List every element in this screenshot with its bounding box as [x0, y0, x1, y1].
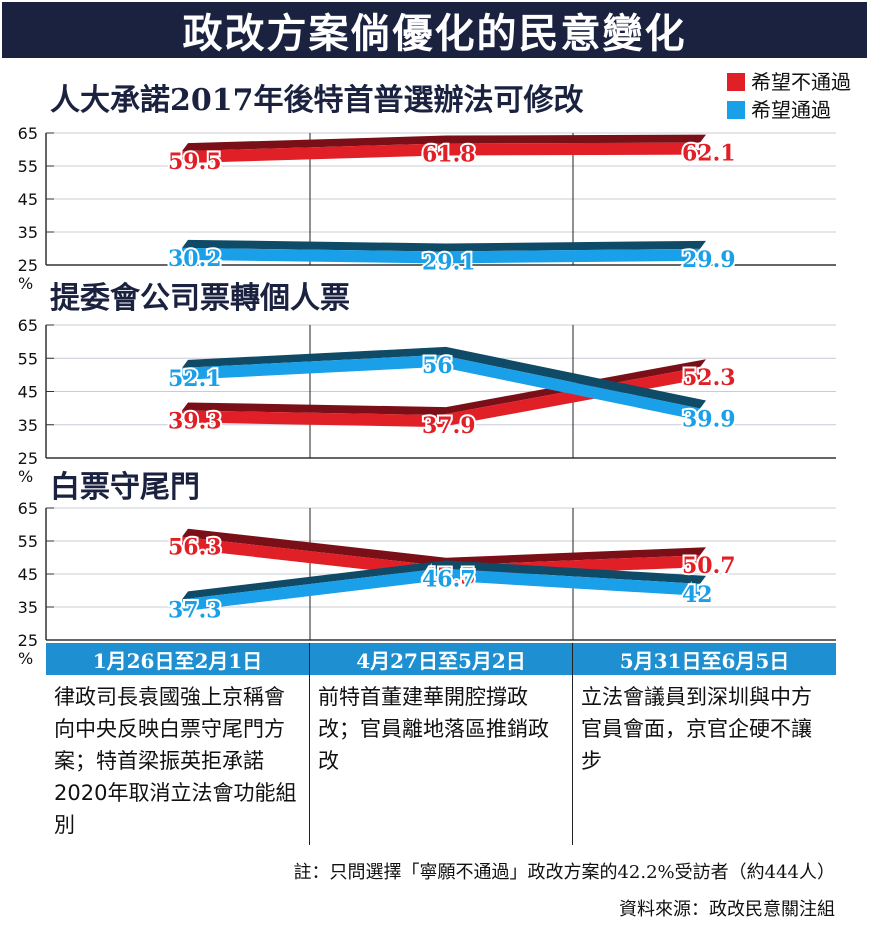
chart-main-title: 政改方案倘優化的民意變化 [2, 2, 867, 58]
series-line [182, 536, 700, 578]
data-label: 42 [682, 582, 713, 608]
legend-swatch-support [727, 101, 745, 119]
chart-panel-1: 人大承諾2017年後特首普選辦法可修改 65 55 45 35 25% 59.5 61.8 62… [18, 83, 836, 293]
series-ribbon-top [182, 134, 706, 152]
data-label: 56.3 [168, 535, 222, 561]
y-tick-label: 25 [18, 449, 38, 468]
data-label: 56 [422, 353, 453, 379]
series-line [182, 247, 700, 264]
chart-panel-2: 提委會公司票轉個人票 65 55 45 35 25% 39.3 37.9 52.3 52.1 56 3… [18, 281, 836, 486]
y-tick-label: 25 [18, 256, 38, 275]
legend-label-support: 希望通過 [751, 98, 831, 122]
chart-title: 人大承諾2017年後特首普選辦法可修改 [50, 83, 584, 118]
series-ribbon-top [182, 239, 706, 252]
period-text-3: 立法會議員到深圳與中方官員會面，京官企硬不讓步 [581, 685, 812, 773]
y-tick-label: 35 [18, 598, 38, 617]
period-text-1: 律政司長袁國強上京稱會向中央反映白票守尾門方案；特首梁振英拒承諾2020年取消立… [54, 685, 297, 837]
chart-title: 提委會公司票轉個人票 [50, 281, 350, 316]
y-unit-label: % [18, 274, 33, 293]
data-label: 61.8 [422, 142, 476, 168]
data-label: 52.1 [168, 366, 222, 392]
data-label: 29.9 [682, 247, 736, 273]
period-text-2: 前特首董建華開腔撐政改；官員離地落區推銷政改 [318, 685, 549, 773]
chart-title: 白票守尾門 [50, 470, 200, 505]
period-column-2: 4月27日至5月2日 前特首董建華開腔撐政改；官員離地落區推銷政改 [309, 643, 572, 845]
y-tick-label: 55 [18, 349, 38, 368]
y-tick-label: 65 [18, 316, 38, 335]
y-tick-label: 55 [18, 532, 38, 551]
data-label: 39.9 [682, 406, 736, 432]
y-tick-label: 45 [18, 190, 38, 209]
y-tick-label: 65 [18, 124, 38, 143]
period-column-3: 5月31日至6月5日 立法會議員到深圳與中方官員會面，京官企硬不讓步 [572, 643, 836, 845]
legend-item-support: 希望通過 [727, 96, 851, 124]
data-label: 30.2 [168, 246, 222, 272]
y-tick-label: 55 [18, 157, 38, 176]
data-label: 29.1 [422, 249, 476, 275]
period-table: 1月26日至2月1日 律政司長袁國強上京稱會向中央反映白票守尾門方案；特首梁振英… [46, 643, 836, 845]
legend-swatch-oppose [727, 73, 745, 91]
series-ribbon-top [182, 359, 706, 416]
y-tick-label: 45 [18, 565, 38, 584]
period-date-3: 5月31日至6月5日 [573, 643, 836, 675]
data-label: 37.3 [168, 597, 222, 623]
legend-item-oppose: 希望不通過 [727, 68, 851, 96]
chart-panel-3: 白票守尾門 65 55 45 35 25% 56.3 47.5 50.7 37.3 46.7 42 [18, 470, 836, 668]
data-label: 46.7 [422, 566, 476, 592]
y-tick-label: 65 [18, 499, 38, 518]
data-label: 62.1 [682, 141, 736, 167]
series-line [182, 354, 700, 421]
data-label: 39.3 [168, 408, 222, 434]
footnote: 註：只問選擇「寧願不通過」政改方案的42.2%受訪者（約444人） [293, 862, 835, 883]
series-line [182, 142, 700, 164]
legend-label-oppose: 希望不通過 [751, 70, 851, 94]
y-unit-label: % [18, 649, 33, 668]
period-column-1: 1月26日至2月1日 律政司長袁國強上京稱會向中央反映白票守尾門方案；特首梁振英… [46, 643, 309, 845]
series-ribbon-top [182, 528, 706, 566]
data-label: 47.5 [422, 564, 476, 590]
legend: 希望不通過 希望通過 [727, 68, 851, 124]
data-label: 52.3 [682, 365, 736, 391]
y-tick-label: 25 [18, 631, 38, 650]
data-label: 37.9 [422, 413, 476, 439]
y-tick-label: 35 [18, 223, 38, 242]
source-note: 資料來源：政改民意關注組 [619, 899, 835, 920]
period-date-1: 1月26日至2月1日 [46, 643, 309, 675]
data-label: 59.5 [168, 149, 222, 175]
y-tick-label: 35 [18, 416, 38, 435]
period-date-2: 4月27日至5月2日 [310, 643, 572, 675]
series-line [182, 568, 700, 612]
main-title-text: 政改方案倘優化的民意變化 [182, 11, 687, 57]
y-tick-label: 45 [18, 383, 38, 402]
y-unit-label: % [18, 467, 33, 486]
data-label: 50.7 [682, 553, 736, 579]
series-ribbon-top [182, 560, 706, 600]
